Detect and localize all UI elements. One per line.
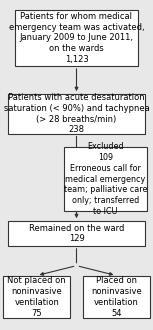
FancyBboxPatch shape (8, 221, 145, 246)
Text: Excluded
109
Erroneous call for
medical emergency
team; palliative care
only; tr: Excluded 109 Erroneous call for medical … (64, 142, 147, 216)
FancyBboxPatch shape (3, 276, 70, 318)
Text: Patients with acute desaturation
saturation (< 90%) and tachypnea
(> 28 breaths/: Patients with acute desaturation saturat… (4, 93, 149, 135)
FancyBboxPatch shape (15, 10, 138, 66)
Text: Patients for whom medical
emergency team was activated,
January 2009 to June 201: Patients for whom medical emergency team… (9, 12, 144, 64)
FancyBboxPatch shape (8, 94, 145, 134)
FancyBboxPatch shape (83, 276, 150, 318)
Text: Placed on
noninvasive
ventilation
54: Placed on noninvasive ventilation 54 (91, 277, 142, 317)
Text: Remained on the ward
129: Remained on the ward 129 (29, 224, 124, 243)
Text: Not placed on
noninvasive
ventilation
75: Not placed on noninvasive ventilation 75 (7, 277, 66, 317)
FancyBboxPatch shape (64, 147, 147, 211)
